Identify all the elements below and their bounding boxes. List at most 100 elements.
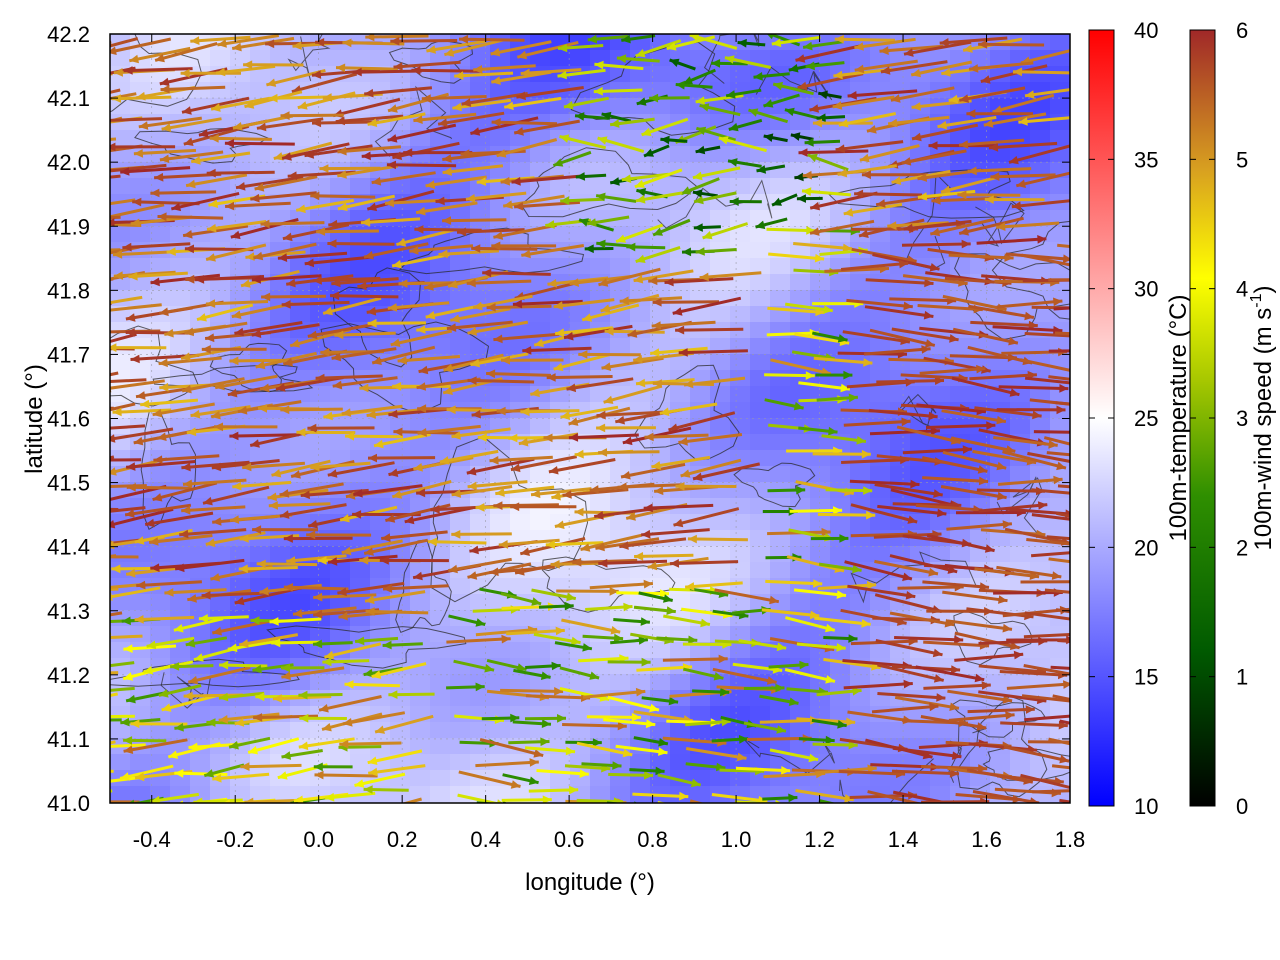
wind-vector-head <box>252 664 262 674</box>
wind-vector-head <box>363 668 374 678</box>
wind-vector-head <box>984 195 994 204</box>
wind-vector <box>868 408 938 419</box>
wind-vector-head <box>1131 378 1140 387</box>
wind-vector <box>238 566 298 571</box>
wind-vector-head <box>930 227 941 237</box>
wind-vector-head <box>748 108 759 117</box>
temperature-cell <box>490 578 511 595</box>
temperature-cell <box>890 98 911 115</box>
wind-vector-head <box>164 328 174 338</box>
wind-vector <box>110 295 143 305</box>
wind-vector <box>1020 49 1070 65</box>
temperature-cell <box>370 562 391 579</box>
temperature-cell <box>270 226 291 243</box>
wind-vector <box>847 710 913 723</box>
wind-vector-head <box>366 410 376 419</box>
wind-vector-head <box>912 132 922 142</box>
wind-vector-head <box>1059 384 1069 393</box>
wind-vector <box>451 532 512 536</box>
temperature-cell <box>590 338 611 355</box>
wind-vector-head <box>911 102 921 111</box>
temperature-cell <box>450 338 471 355</box>
wind-vector-head <box>393 62 403 71</box>
wind-vector <box>387 123 457 142</box>
wind-vector <box>153 454 220 462</box>
temperature-cell <box>210 482 231 499</box>
wind-vector <box>996 299 1063 309</box>
temperature-cell <box>610 258 631 275</box>
wind-vector <box>837 164 898 176</box>
temperature-cell <box>430 546 451 563</box>
wind-vector-head <box>755 220 766 230</box>
wind-vector-head <box>1028 320 1038 330</box>
temperature-cell <box>710 562 731 579</box>
wind-vector <box>316 229 379 234</box>
wind-vector-head <box>110 592 113 601</box>
wind-vector-head <box>669 58 680 67</box>
temperature-cell <box>750 802 771 803</box>
temperature-cell <box>810 738 831 755</box>
wind-vector <box>1018 116 1070 124</box>
temperature-cell <box>770 258 791 275</box>
wind-vector-head <box>904 48 914 57</box>
wind-vector-head <box>598 448 608 457</box>
wind-vector <box>711 793 768 803</box>
wind-vector-head <box>328 557 338 566</box>
temperature-cell <box>490 130 511 147</box>
temperature-cell <box>950 66 971 83</box>
wind-vector-head <box>568 417 579 426</box>
wind-vector <box>1024 376 1070 385</box>
temperature-cell <box>590 546 611 563</box>
temperature-cell <box>510 258 531 275</box>
wind-vector-head <box>223 799 230 803</box>
wind-vector <box>996 565 1062 579</box>
temperature-cell <box>750 418 771 435</box>
wind-vector-head <box>495 488 505 497</box>
wind-vector <box>851 247 917 263</box>
wind-vector-head <box>260 219 270 229</box>
temperature-cell <box>710 258 731 275</box>
temperature-cell <box>830 306 851 323</box>
wind-vector-head <box>310 462 320 472</box>
temperature-cell <box>130 546 151 563</box>
wind-vector-head <box>771 38 782 48</box>
temperature-cell <box>750 290 771 307</box>
temperature-cell <box>330 98 351 115</box>
temperature-cell <box>350 722 371 739</box>
temperature-cell <box>130 786 151 803</box>
wind-vector-head <box>834 34 844 44</box>
wind-vector-head <box>248 746 258 755</box>
wind-vector-head <box>205 538 216 547</box>
temperature-cell <box>270 98 291 115</box>
wind-vector <box>946 522 1013 531</box>
wind-vector <box>919 367 986 375</box>
wind-vector-head <box>1133 489 1143 498</box>
wind-vector-head <box>512 299 523 309</box>
wind-vector-head <box>291 470 301 479</box>
wind-vector <box>890 86 955 102</box>
wind-vector <box>272 695 332 701</box>
wind-vector <box>473 64 536 72</box>
wind-vector-head <box>564 601 574 611</box>
temperature-cell <box>690 802 711 803</box>
wind-vector <box>940 485 1007 500</box>
wind-vector-head <box>838 119 849 128</box>
wind-vector-head <box>978 476 989 486</box>
wind-vector <box>582 689 646 699</box>
temperature-cell <box>570 562 591 579</box>
wind-vector-head <box>828 426 838 436</box>
wind-vector-head <box>690 778 701 788</box>
colorbar-tick-label: 10 <box>1134 794 1158 819</box>
wind-vector-head <box>446 405 456 415</box>
wind-vector <box>134 528 193 544</box>
wind-vector-head <box>234 596 245 606</box>
wind-vector-head <box>910 479 920 489</box>
wind-vector-head <box>365 607 375 616</box>
wind-vector <box>662 736 727 745</box>
wind-vector-head <box>319 164 329 173</box>
wind-vector-head <box>515 567 525 576</box>
temperature-cell <box>210 50 231 67</box>
wind-vector-head <box>1056 461 1066 471</box>
temperature-cell <box>350 434 371 451</box>
wind-vector <box>510 455 577 472</box>
